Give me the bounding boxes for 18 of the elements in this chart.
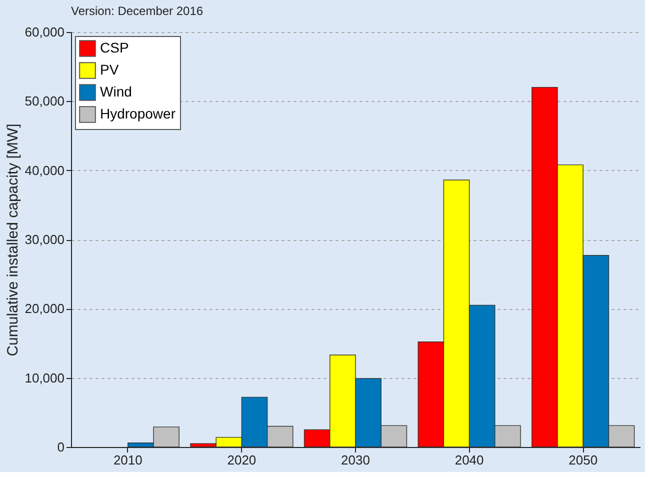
y-tick-label: 50,000 [24,94,64,109]
text: Version: December 2016 [71,4,204,18]
y-tick-label: 10,000 [24,370,64,386]
x-tick-label: 2050 [568,452,598,468]
y-tick-label: 60,000 [24,24,64,40]
x-tick-label: 2020 [227,452,256,468]
x-tick-label: 2040 [454,452,484,468]
y-tick-label: 30,000 [24,232,64,247]
y-axis-title: Cumulative installed capacity [MW] [4,124,22,356]
legend-label: Hydropower [100,106,176,122]
x-tick-label: 2010 [113,452,142,468]
legend-label: PV [100,62,120,78]
legend-label: Wind [100,84,132,100]
legend-label: CSP [100,40,129,56]
y-tick-label: 20,000 [24,301,64,316]
x-tick-label: 2030 [341,452,370,468]
y-tick-label: 0 [57,440,64,454]
y-tick-label: 40,000 [24,162,64,178]
